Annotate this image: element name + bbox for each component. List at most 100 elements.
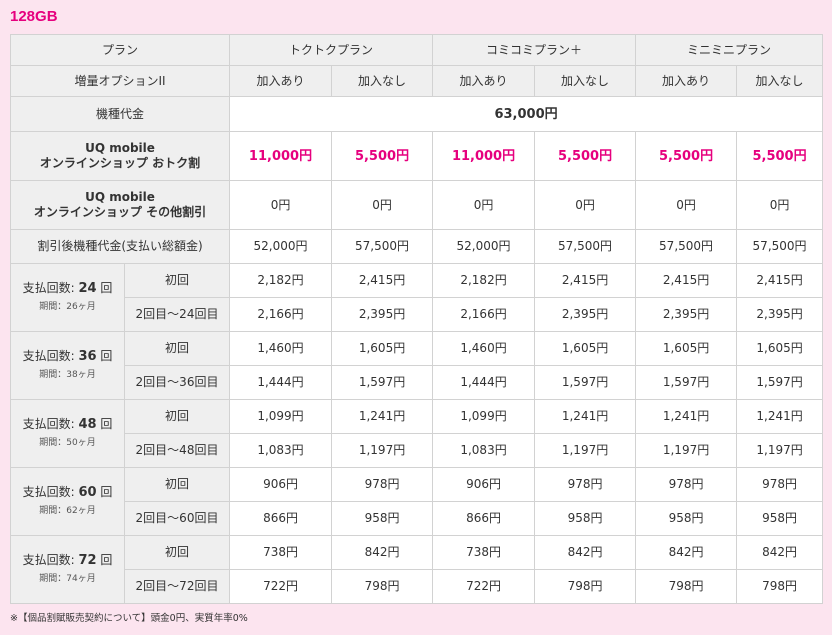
installment-rest-value: 1,083円 <box>229 433 333 468</box>
price-table: プラン トクトクプラン コミコミプラン＋ ミニミニプラン 増量オプションII 加… <box>9 34 824 604</box>
option-header-row: 増量オプションII 加入あり 加入なし 加入あり 加入なし 加入あり 加入なし <box>9 65 824 97</box>
other-discount-value: 0円 <box>635 180 738 230</box>
installment-first-label: 初回 <box>123 535 231 570</box>
installment-rest-value: 1,197円 <box>331 433 434 468</box>
installment-rest-value: 1,444円 <box>229 365 333 400</box>
installment-first-row: 支払回数: 60 回 期間：62ヶ月 初回 906円 978円 906円 978… <box>10 467 824 536</box>
device-price-value: 63,000円 <box>229 96 824 132</box>
installment-first-value: 906円 <box>229 467 333 502</box>
installment-count: 60 <box>78 484 97 500</box>
after-discount-label: 割引後機種代金(支払い総額金) <box>9 229 231 264</box>
installment-first-row: 支払回数: 72 回 期間：74ヶ月 初回 738円 842円 738円 842… <box>10 535 824 604</box>
installment-count: 36 <box>78 348 97 364</box>
installment-rest-value: 2,395円 <box>534 297 637 332</box>
installment-first-value: 1,605円 <box>736 331 824 366</box>
installment-first-value: 978円 <box>331 467 434 502</box>
installment-first-value: 2,415円 <box>534 263 637 298</box>
installment-period: 期間：62ヶ月 <box>39 505 96 516</box>
installment-first-value: 1,241円 <box>635 399 738 434</box>
installment-rest-value: 2,166円 <box>229 297 333 332</box>
installment-first-value: 1,460円 <box>229 331 333 366</box>
installment-rest-value: 958円 <box>635 501 738 536</box>
installment-first-value: 2,415円 <box>331 263 434 298</box>
device-price-row: 機種代金 63,000円 <box>9 96 824 132</box>
online-discount-value: 5,500円 <box>331 131 434 181</box>
installment-rest-value: 1,083円 <box>432 433 536 468</box>
installment-first-value: 1,241円 <box>534 399 637 434</box>
installment-first-value: 2,415円 <box>635 263 738 298</box>
installment-rest-value: 958円 <box>534 501 637 536</box>
installment-count-prefix: 支払回数: <box>22 280 75 295</box>
installment-rest-value: 1,597円 <box>331 365 434 400</box>
other-discount-value: 0円 <box>736 180 824 230</box>
installment-first-value: 842円 <box>635 535 738 570</box>
installment-count-suffix: 回 <box>100 348 113 363</box>
installment-first-value: 1,241円 <box>331 399 434 434</box>
installment-rest-value: 958円 <box>736 501 824 536</box>
installment-count-prefix: 支払回数: <box>22 484 75 499</box>
installment-rest-value: 2,395円 <box>331 297 434 332</box>
after-discount-value: 57,500円 <box>534 229 637 264</box>
installment-first-value: 842円 <box>331 535 434 570</box>
installment-rest-value: 866円 <box>432 501 536 536</box>
installment-first-label: 初回 <box>123 467 231 502</box>
installment-count-suffix: 回 <box>100 552 113 567</box>
installment-count-prefix: 支払回数: <box>22 416 75 431</box>
installment-rest-value: 722円 <box>432 569 536 604</box>
installment-rest-value: 798円 <box>635 569 738 604</box>
online-discount-label-line2: オンラインショップ おトク割 <box>39 156 201 170</box>
installment-period: 期間：26ヶ月 <box>39 301 96 312</box>
installment-rest-value: 866円 <box>229 501 333 536</box>
installment-first-value: 738円 <box>432 535 536 570</box>
installment-count-suffix: 回 <box>100 416 113 431</box>
installment-rest-value: 1,197円 <box>736 433 824 468</box>
option-header: 加入なし <box>736 65 824 97</box>
plan-header-row: プラン トクトクプラン コミコミプラン＋ ミニミニプラン <box>9 34 824 66</box>
installment-first-value: 978円 <box>534 467 637 502</box>
installment-rest-row: 2回目〜36回目 1,444円 1,597円 1,444円 1,597円 1,5… <box>11 365 824 400</box>
installment-count-label: 支払回数: 36 回 期間：38ヶ月 <box>10 331 125 400</box>
plan-header-tokutoku: トクトクプラン <box>229 34 434 66</box>
installment-count: 72 <box>78 552 97 568</box>
other-discount-value: 0円 <box>432 180 536 230</box>
installment-first-row: 支払回数: 48 回 期間：50ヶ月 初回 1,099円 1,241円 1,09… <box>10 399 824 468</box>
installment-count-label: 支払回数: 24 回 期間：26ヶ月 <box>10 263 125 332</box>
installment-rest-value: 1,597円 <box>736 365 824 400</box>
plan-header-komikomi: コミコミプラン＋ <box>432 34 637 66</box>
installment-first-value: 1,460円 <box>432 331 536 366</box>
installment-first-value: 842円 <box>534 535 637 570</box>
installment-rest-value: 1,597円 <box>635 365 738 400</box>
installment-first-value: 1,605円 <box>331 331 434 366</box>
installment-first-value: 2,415円 <box>736 263 824 298</box>
installment-first-value: 978円 <box>635 467 738 502</box>
installment-period: 期間：38ヶ月 <box>39 369 96 380</box>
installment-first-value: 906円 <box>432 467 536 502</box>
other-discount-label: UQ mobile オンラインショップ その他割引 <box>9 180 231 230</box>
installment-rest-label: 2回目〜72回目 <box>123 569 231 604</box>
capacity-title: 128GB <box>10 8 58 25</box>
online-discount-label-line1: UQ mobile <box>85 141 155 155</box>
installment-first-value: 1,605円 <box>534 331 637 366</box>
online-discount-value: 11,000円 <box>432 131 536 181</box>
installment-rest-value: 1,444円 <box>432 365 536 400</box>
installment-count-suffix: 回 <box>100 280 113 295</box>
after-discount-value: 57,500円 <box>635 229 738 264</box>
installment-first-value: 1,605円 <box>635 331 738 366</box>
installment-rest-value: 798円 <box>534 569 637 604</box>
installment-first-value: 1,099円 <box>229 399 333 434</box>
plan-header-minimini: ミニミニプラン <box>635 34 824 66</box>
installment-rest-value: 2,395円 <box>736 297 824 332</box>
after-discount-value: 57,500円 <box>331 229 434 264</box>
installment-first-value: 2,182円 <box>229 263 333 298</box>
installment-count-suffix: 回 <box>100 484 113 499</box>
installment-rest-value: 798円 <box>331 569 434 604</box>
installment-first-value: 1,241円 <box>736 399 824 434</box>
installment-rest-label: 2回目〜60回目 <box>123 501 231 536</box>
option-header: 加入なし <box>331 65 434 97</box>
installment-rest-value: 722円 <box>229 569 333 604</box>
installment-count-prefix: 支払回数: <box>22 552 75 567</box>
option-header: 加入あり <box>432 65 536 97</box>
installment-rest-row: 2回目〜48回目 1,083円 1,197円 1,083円 1,197円 1,1… <box>11 433 824 468</box>
online-discount-row: UQ mobile オンラインショップ おトク割 11,000円 5,500円 … <box>9 131 824 181</box>
